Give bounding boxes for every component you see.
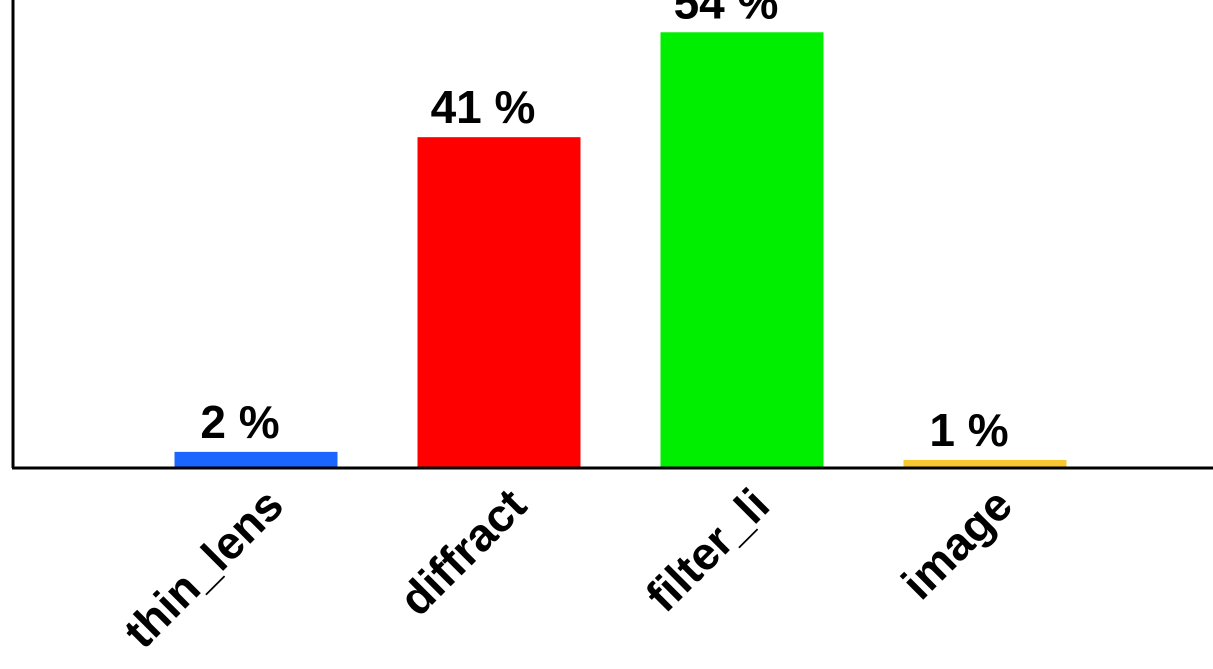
x-tick-label-filter-li: filter_li [636,478,779,621]
value-label-thin-lens: 2 % [200,396,279,448]
value-label-diffract: 41 % [431,81,536,133]
value-labels-group: 2 % 41 % 54 % 1 % [200,0,1008,456]
value-label-filter-li: 54 % [674,0,779,28]
bar-thin-lens [174,451,338,468]
x-tick-label-thin-lens: thin_lens [114,478,294,658]
bars-group [174,32,1067,468]
bar-diffract [417,137,581,468]
x-tick-labels-group: thin_lens diffract filter_li image [114,478,1023,658]
x-tick-label-image: image [891,478,1022,609]
x-tick-label-diffract: diffract [389,478,536,625]
value-label-image: 1 % [929,404,1008,456]
bar-image [903,459,1067,468]
bar-filter-li [660,32,824,468]
